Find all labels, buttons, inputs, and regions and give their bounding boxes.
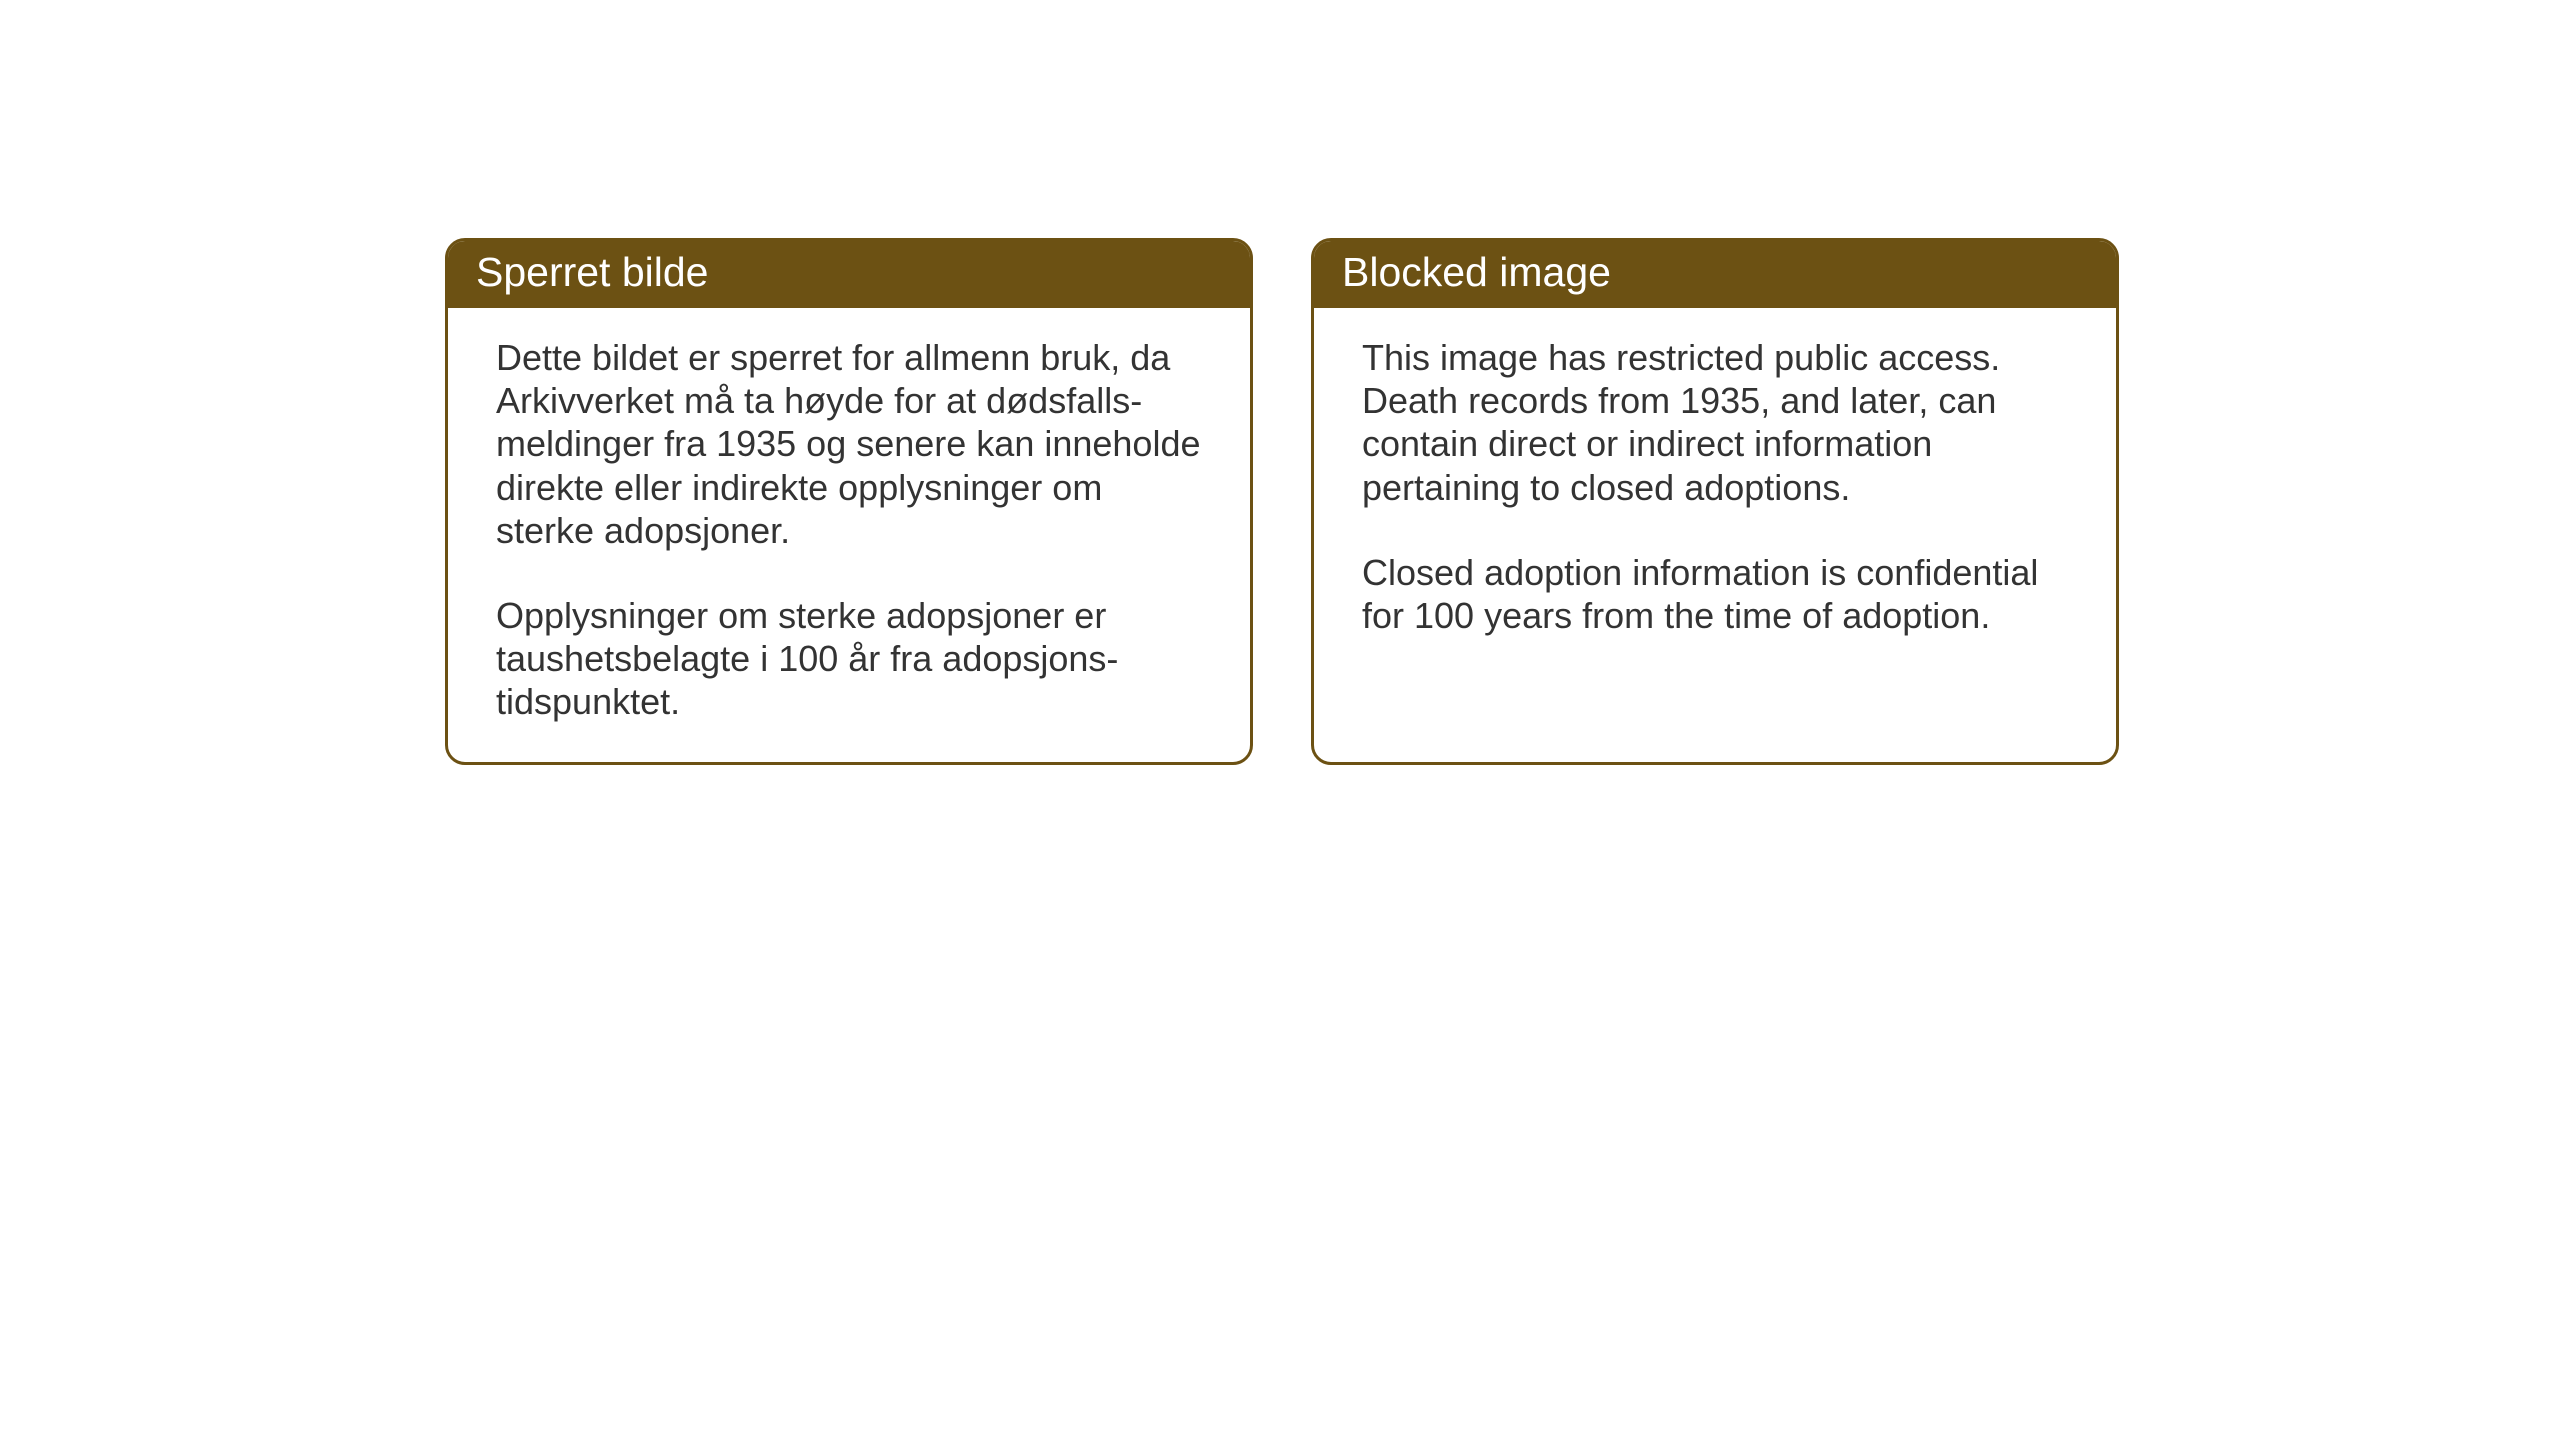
card-header-english: Blocked image [1314,241,2116,308]
card-header-norwegian: Sperret bilde [448,241,1250,308]
paragraph-2-norwegian: Opplysninger om sterke adopsjoner er tau… [496,594,1202,724]
card-body-english: This image has restricted public access.… [1314,308,2116,675]
notice-container: Sperret bilde Dette bildet er sperret fo… [445,238,2119,765]
paragraph-1-english: This image has restricted public access.… [1362,336,2068,509]
card-body-norwegian: Dette bildet er sperret for allmenn bruk… [448,308,1250,762]
card-title-english: Blocked image [1342,249,1611,295]
paragraph-1-norwegian: Dette bildet er sperret for allmenn bruk… [496,336,1202,552]
card-title-norwegian: Sperret bilde [476,249,708,295]
paragraph-2-english: Closed adoption information is confident… [1362,551,2068,637]
notice-card-english: Blocked image This image has restricted … [1311,238,2119,765]
notice-card-norwegian: Sperret bilde Dette bildet er sperret fo… [445,238,1253,765]
